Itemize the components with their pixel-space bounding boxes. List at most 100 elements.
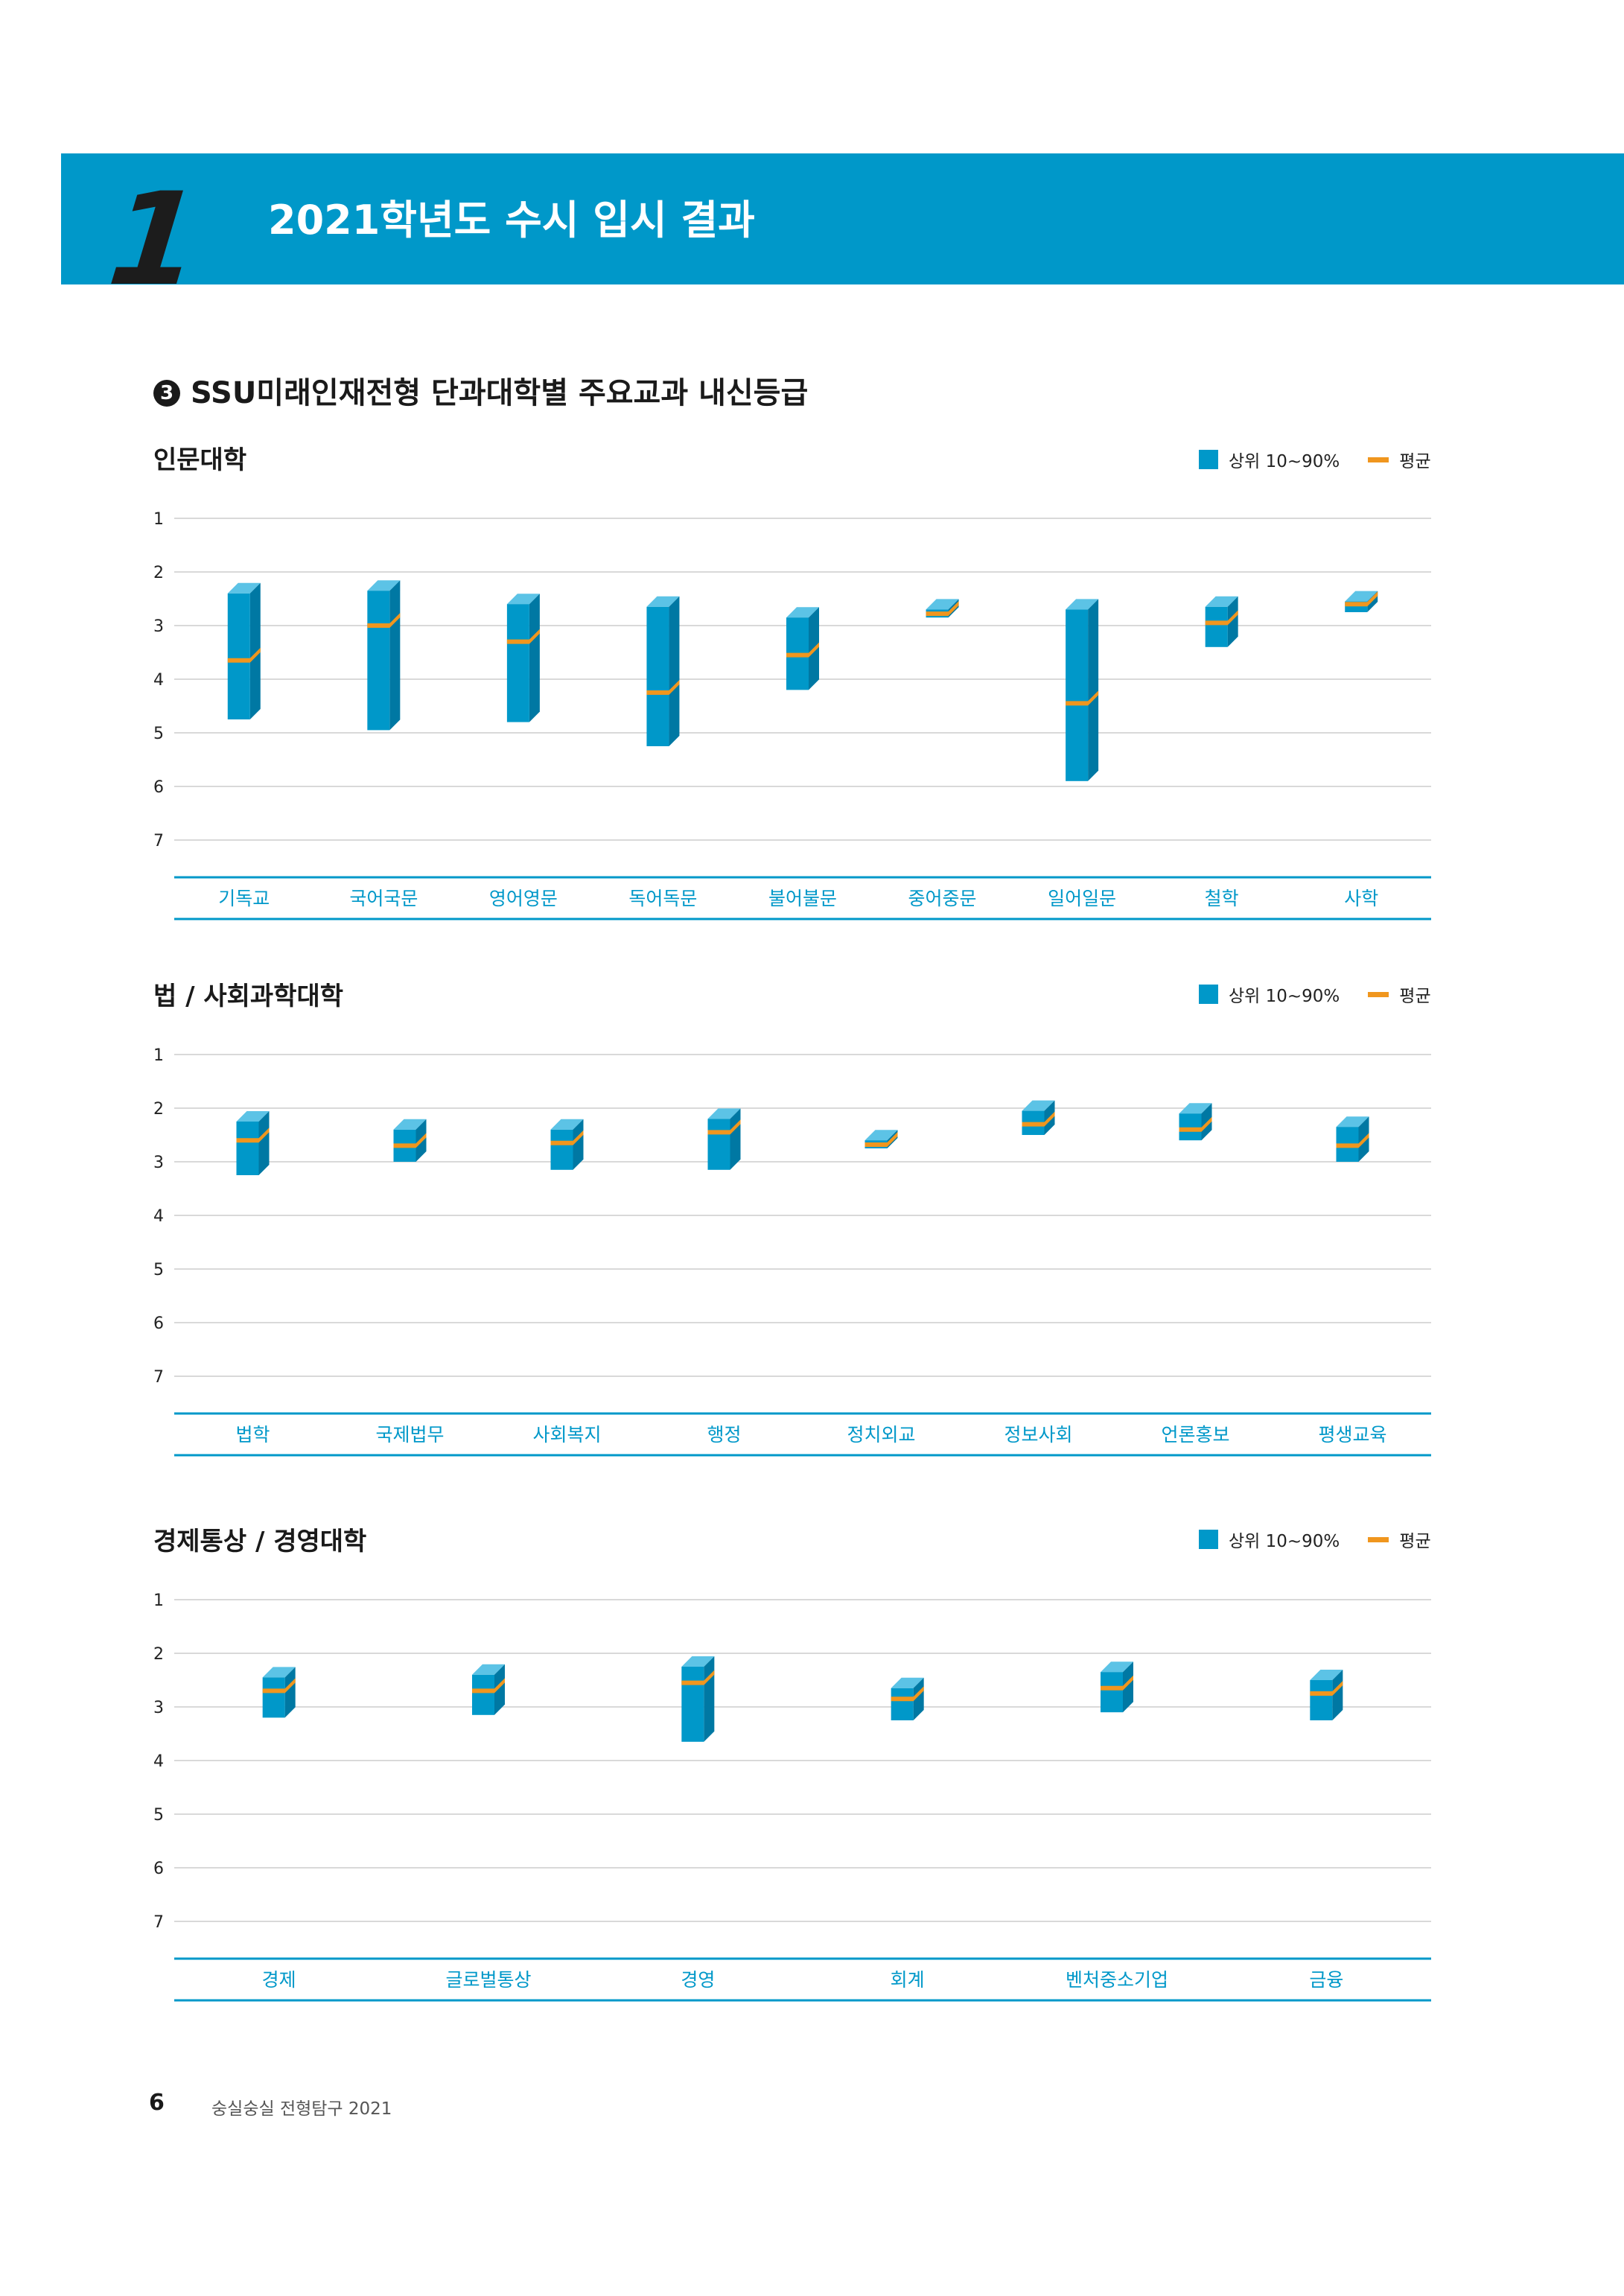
category-label: 국제법무 bbox=[375, 1424, 444, 1446]
range-bar-top bbox=[681, 1656, 715, 1667]
range-bar-side bbox=[913, 1677, 924, 1720]
range-bar-top bbox=[550, 1119, 584, 1130]
footer-text: 숭실숭실 전형탐구 2021 bbox=[211, 2099, 392, 2119]
range-bar-top bbox=[1179, 1103, 1212, 1114]
range-bar bbox=[367, 580, 401, 731]
category-label: 기독교 bbox=[218, 888, 270, 909]
range-bar bbox=[262, 1667, 296, 1718]
range-bar-front bbox=[262, 1677, 285, 1718]
range-bar-side bbox=[529, 594, 540, 722]
average-marker bbox=[506, 629, 540, 644]
range-bar-front bbox=[891, 1688, 914, 1720]
range-bar-top bbox=[1345, 591, 1378, 602]
category-label: 언론홍보 bbox=[1161, 1424, 1229, 1446]
category-label: 회계 bbox=[891, 1969, 925, 1991]
range-bar bbox=[1066, 599, 1099, 781]
range-bar-side bbox=[1088, 599, 1099, 781]
range-bar bbox=[550, 1119, 584, 1170]
range-bar-top bbox=[864, 1130, 898, 1141]
range-bar-side bbox=[669, 596, 680, 746]
range-bar-top bbox=[506, 594, 540, 605]
y-tick-label: 5 bbox=[153, 1806, 164, 1825]
chart-humanities: 1 2 3 4 5 6 7 기독교 국어국문 영어영문 독어독문 불어불문 중어중문 일어일문 철학 사학 bbox=[153, 510, 1431, 920]
category-label: 정보사회 bbox=[1004, 1424, 1072, 1446]
section-bullet: 3 bbox=[153, 380, 180, 407]
range-bar bbox=[681, 1656, 715, 1742]
average-marker bbox=[1345, 591, 1378, 607]
category-label: 경제 bbox=[262, 1969, 296, 1991]
category-label: 금융 bbox=[1309, 1969, 1343, 1991]
legend-humanities: 상위 10~90% 평균 bbox=[1199, 447, 1431, 472]
range-bar-side bbox=[389, 580, 401, 731]
range-bar-front bbox=[1310, 1680, 1333, 1720]
category-label: 철학 bbox=[1205, 888, 1239, 909]
average-marker bbox=[786, 642, 819, 658]
chart-title-law-social: 법 / 사회과학대학 bbox=[153, 982, 344, 1011]
y-tick-label: 1 bbox=[153, 1046, 164, 1065]
y-tick-label: 4 bbox=[153, 1752, 164, 1771]
range-bar-front bbox=[506, 604, 529, 722]
y-tick-label: 2 bbox=[153, 564, 164, 582]
y-tick-label: 7 bbox=[153, 1368, 164, 1387]
average-marker bbox=[236, 1128, 270, 1143]
average-marker bbox=[262, 1678, 296, 1694]
y-tick-label: 6 bbox=[153, 1860, 164, 1878]
range-bar-front bbox=[1101, 1672, 1123, 1713]
range-bar-front bbox=[550, 1129, 573, 1170]
range-bar bbox=[707, 1108, 741, 1170]
y-tick-label: 7 bbox=[153, 1913, 164, 1932]
y-tick-label: 5 bbox=[153, 725, 164, 743]
range-bar-top bbox=[236, 1111, 270, 1122]
range-bar bbox=[1179, 1103, 1212, 1141]
banner-title: 2021학년도 수시 입시 결과 bbox=[268, 197, 755, 244]
range-bar bbox=[646, 596, 680, 746]
range-bar bbox=[1205, 596, 1238, 647]
average-marker bbox=[926, 601, 959, 617]
range-bar-side bbox=[704, 1656, 715, 1742]
banner-number: 1 bbox=[102, 165, 203, 314]
range-bar-top bbox=[891, 1677, 924, 1688]
range-bar-side bbox=[1123, 1661, 1133, 1713]
range-bar-top bbox=[1022, 1100, 1055, 1111]
y-tick-label: 4 bbox=[153, 1207, 164, 1226]
range-bar-top bbox=[1310, 1670, 1343, 1680]
average-marker bbox=[472, 1678, 505, 1694]
y-tick-label: 6 bbox=[153, 1314, 164, 1333]
section-title: SSU미래인재전형 단과대학별 주요교과 내신등급 bbox=[191, 376, 809, 410]
range-bar-top bbox=[393, 1119, 427, 1130]
range-bar-top bbox=[786, 607, 819, 618]
range-bar-top bbox=[367, 580, 401, 591]
category-label: 중어중문 bbox=[908, 888, 977, 909]
range-bar-top bbox=[262, 1667, 296, 1678]
legend-range-label: 상위 10~90% bbox=[1229, 987, 1340, 1006]
range-bar-side bbox=[1227, 596, 1238, 647]
legend-law-social: 상위 10~90% 평균 bbox=[1199, 982, 1431, 1007]
range-bar-front bbox=[236, 1122, 259, 1175]
average-marker bbox=[393, 1133, 427, 1148]
range-bar-front bbox=[367, 591, 390, 731]
chart-economics-business: 1 2 3 4 5 6 7 경제 글로벌통상 경영 회계 벤처중소기업 금융 bbox=[153, 1591, 1431, 2002]
y-tick-label: 3 bbox=[153, 1154, 164, 1172]
range-bar-top bbox=[1205, 596, 1238, 607]
legend-range-label: 상위 10~90% bbox=[1229, 1532, 1340, 1551]
average-marker bbox=[367, 613, 401, 628]
range-bar-front bbox=[707, 1119, 730, 1170]
average-marker bbox=[707, 1119, 741, 1135]
range-bar-top bbox=[707, 1108, 741, 1119]
y-tick-label: 5 bbox=[153, 1261, 164, 1279]
y-tick-label: 1 bbox=[153, 510, 164, 529]
average-marker bbox=[681, 1670, 715, 1685]
category-label: 행정 bbox=[707, 1424, 741, 1446]
y-tick-label: 2 bbox=[153, 1100, 164, 1119]
average-marker bbox=[1066, 690, 1099, 706]
y-tick-label: 1 bbox=[153, 1591, 164, 1610]
range-bar-front bbox=[1205, 606, 1228, 647]
category-label: 글로벌통상 bbox=[445, 1969, 531, 1991]
average-marker bbox=[1205, 610, 1238, 626]
range-bar-top bbox=[1336, 1116, 1369, 1128]
category-label: 영어영문 bbox=[489, 888, 558, 909]
y-tick-label: 4 bbox=[153, 671, 164, 690]
range-bar-side bbox=[494, 1664, 505, 1715]
category-label: 법학 bbox=[235, 1424, 270, 1446]
range-bar-top bbox=[926, 599, 959, 610]
